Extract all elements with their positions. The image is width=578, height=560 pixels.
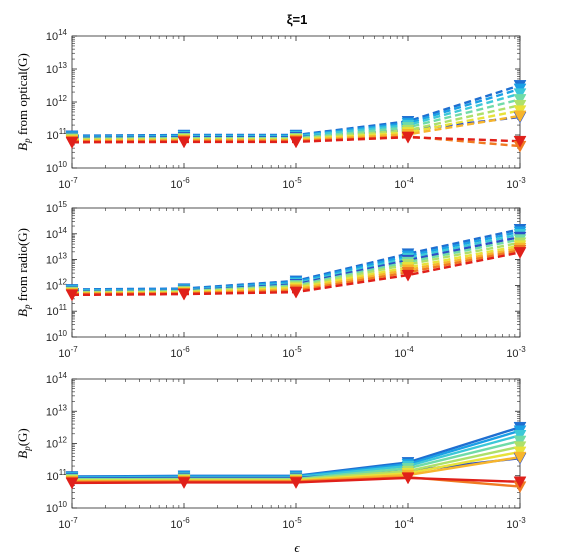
y-tick-label: 1013 bbox=[46, 403, 68, 418]
y-tick-label: 1014 bbox=[46, 371, 68, 386]
y-tick-label: 1012 bbox=[46, 94, 68, 109]
x-tick-label: 10-7 bbox=[58, 516, 78, 531]
panel-1: 1010 1011 1012 1013 1014 10-7 10-6 10-5 10-4 10-3… bbox=[15, 28, 527, 191]
y-axis-label: Bp from optical(G) bbox=[15, 53, 32, 151]
data-point-marker bbox=[65, 477, 79, 490]
y-tick-label: 1014 bbox=[46, 28, 68, 43]
x-tick-label: 10-3 bbox=[506, 516, 526, 531]
y-tick-label: 1011 bbox=[46, 303, 67, 318]
y-tick-label: 1015 bbox=[46, 200, 68, 215]
y-tick-label: 1011 bbox=[46, 468, 67, 483]
data-point-marker bbox=[513, 476, 527, 489]
x-tick-label: 10-4 bbox=[394, 176, 414, 191]
x-tick-label: 10-4 bbox=[394, 516, 414, 531]
x-axis-label: ϵ bbox=[294, 540, 300, 555]
data-point-marker bbox=[289, 286, 303, 299]
data-point-marker bbox=[177, 477, 191, 489]
x-tick-label: 10-6 bbox=[170, 516, 190, 531]
x-tick-label: 10-5 bbox=[282, 516, 302, 531]
data-point-marker bbox=[513, 451, 527, 464]
data-point-marker bbox=[513, 135, 527, 148]
data-point-marker bbox=[513, 110, 527, 123]
y-tick-label: 1011 bbox=[46, 127, 67, 142]
y-axis-label: Bp(G) bbox=[15, 428, 32, 459]
y-tick-label: 1010 bbox=[46, 500, 68, 515]
x-tick-label: 10-7 bbox=[58, 345, 78, 360]
x-tick-label: 10-3 bbox=[506, 176, 526, 191]
x-tick-label: 10-5 bbox=[282, 345, 302, 360]
data-point-marker bbox=[177, 136, 191, 149]
x-tick-label: 10-3 bbox=[506, 345, 526, 360]
figure-title: ξ=1 bbox=[287, 12, 308, 27]
y-tick-label: 1010 bbox=[46, 329, 68, 344]
data-point-marker bbox=[513, 247, 527, 259]
y-axis-label: Bp from radio(G) bbox=[15, 228, 32, 317]
panel-2: 1010 1011 1012 1013 1014 1015 10-7 10-6 10-5 10-4… bbox=[15, 200, 527, 360]
x-tick-label: 10-6 bbox=[170, 345, 190, 360]
x-tick-label: 10-5 bbox=[282, 176, 302, 191]
x-tick-label: 10-4 bbox=[394, 345, 414, 360]
y-tick-label: 1013 bbox=[46, 61, 68, 76]
data-point-marker bbox=[65, 289, 79, 302]
panels-group: 1010 1011 1012 1013 1014 10-7 10-6 10-5 10-4 10-3… bbox=[15, 28, 527, 531]
y-tick-label: 1010 bbox=[46, 160, 68, 175]
data-point-marker bbox=[401, 472, 415, 485]
y-tick-label: 1014 bbox=[46, 226, 68, 241]
data-point-marker bbox=[513, 94, 527, 106]
data-point-marker bbox=[65, 137, 79, 149]
series-line-2 bbox=[71, 87, 521, 138]
data-point-marker bbox=[401, 269, 415, 282]
axes-box bbox=[71, 207, 521, 338]
data-point-marker bbox=[289, 136, 303, 149]
panel-3: 1010 1011 1012 1013 1014 10-7 10-6 10-5 10-4 10-3… bbox=[15, 371, 527, 531]
y-tick-label: 1012 bbox=[46, 436, 68, 451]
data-point-marker bbox=[289, 477, 303, 489]
series-line-1 bbox=[71, 84, 521, 137]
data-point-marker bbox=[401, 131, 415, 144]
y-tick-label: 1013 bbox=[46, 252, 68, 267]
data-point-marker bbox=[177, 288, 191, 301]
x-tick-label: 10-7 bbox=[58, 176, 78, 191]
data-point-marker bbox=[513, 88, 527, 101]
x-tick-label: 10-6 bbox=[170, 176, 190, 191]
y-tick-label: 1012 bbox=[46, 277, 68, 292]
